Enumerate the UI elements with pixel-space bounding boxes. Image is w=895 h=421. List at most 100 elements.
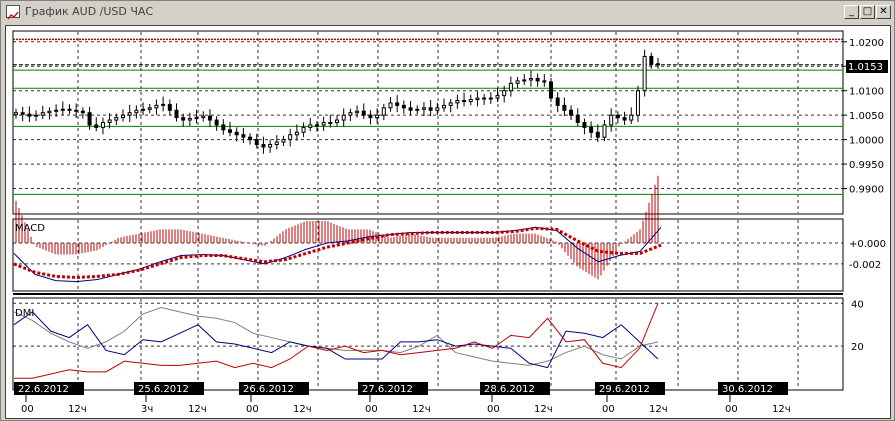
chart-app-icon: [6, 5, 20, 20]
candle: [281, 135, 286, 146]
chart-area[interactable]: 1.02001.01501.01001.00501.00000.99500.99…: [5, 25, 891, 419]
candle-body: [288, 134, 293, 141]
candle: [294, 124, 299, 141]
candle: [375, 108, 380, 124]
dmi-label: DMI: [15, 308, 34, 319]
time-axis: 22.6.2012 00 12ч 25.6.2012 3ч 12ч 26.6.2012 00 1…: [14, 382, 791, 415]
candle: [615, 111, 620, 124]
candle-body: [468, 99, 473, 102]
date-tick: 22.6.2012 00 12ч: [14, 382, 87, 415]
macd-histogram: [15, 175, 659, 280]
candle: [361, 103, 366, 120]
candle: [495, 87, 500, 102]
candle-body: [522, 79, 527, 82]
candle: [355, 105, 360, 118]
candle-body: [261, 144, 266, 148]
candle: [154, 99, 159, 115]
hour-label: 12ч: [534, 404, 553, 415]
price-tick-label: 1.0100: [849, 87, 884, 98]
candle: [368, 110, 373, 125]
date-label: 25.6.2012: [138, 384, 189, 395]
candle: [569, 105, 574, 121]
close-button[interactable]: ✕: [876, 5, 891, 19]
candle-body: [575, 114, 580, 124]
candle: [421, 101, 426, 117]
candle: [187, 112, 192, 126]
price-candles: [14, 49, 660, 154]
candle-body: [181, 117, 186, 121]
candle-body: [214, 119, 219, 126]
candle: [60, 101, 65, 116]
candle: [321, 116, 326, 131]
date-label-box: [595, 382, 665, 395]
candle-body: [455, 99, 460, 104]
title-bar[interactable]: График AUD /USD ЧАС _ □ ✕: [2, 2, 893, 22]
macd-panel[interactable]: +0.000 -0.002 MACD: [12, 175, 886, 295]
candle-body: [629, 114, 634, 121]
candle: [181, 113, 186, 127]
candle: [100, 117, 105, 135]
candle-body: [642, 55, 647, 92]
candle-body: [234, 131, 239, 136]
date-label: 27.6.2012: [362, 384, 413, 395]
candle: [575, 108, 580, 127]
date-label-box: [239, 382, 309, 395]
candle: [20, 106, 25, 122]
candle: [395, 95, 400, 113]
dmi-panel[interactable]: 40 20 DMI: [12, 297, 864, 391]
hour-label: 00: [725, 404, 738, 415]
price-grid: [13, 32, 843, 213]
dmi-lines: [13, 303, 659, 379]
candle: [121, 109, 125, 122]
minimize-button[interactable]: _: [844, 5, 859, 19]
dmi-tick-label: 40: [851, 299, 864, 310]
candle-body: [294, 131, 299, 136]
date-label-box: [14, 382, 84, 395]
candle: [234, 127, 239, 142]
price-panel[interactable]: 1.02001.01501.01001.00501.00000.99500.99…: [12, 30, 888, 215]
date-label: 26.6.2012: [243, 384, 294, 395]
hour-label: 12ч: [293, 404, 312, 415]
candle: [381, 103, 386, 121]
hour-label: 00: [602, 404, 615, 415]
current-price-label: 1.0153: [848, 62, 883, 73]
candle: [475, 91, 480, 107]
candle-body: [395, 102, 400, 106]
hour-label: 00: [365, 404, 378, 415]
date-label: 30.6.2012: [722, 384, 773, 395]
candle-body: [448, 102, 453, 106]
candle: [47, 107, 52, 120]
candle-body: [314, 124, 319, 127]
candle-body: [421, 107, 426, 110]
candle: [248, 133, 253, 145]
candle: [14, 108, 18, 119]
maximize-button[interactable]: □: [860, 5, 875, 19]
candle: [127, 104, 132, 123]
candle-body: [555, 97, 560, 106]
candle-body: [67, 108, 72, 111]
candle: [482, 94, 487, 105]
date-label-box: [718, 382, 788, 395]
adx-line: [13, 307, 659, 366]
candle: [308, 118, 313, 132]
date-label-box: [480, 382, 550, 395]
date-tick: 26.6.2012 00 12ч: [239, 382, 312, 415]
candle: [40, 105, 45, 120]
candle: [80, 107, 85, 119]
candle-body: [74, 109, 79, 112]
candle: [642, 49, 647, 97]
candle-body: [335, 119, 339, 124]
candle: [401, 100, 406, 114]
price-tick-label: 1.0050: [849, 111, 884, 122]
candle-body: [368, 114, 373, 119]
candle: [522, 74, 527, 85]
macd-tick-label: -0.002: [849, 260, 881, 271]
macd-tick-label: +0.000: [849, 239, 886, 250]
candle-body: [562, 104, 567, 111]
candle-body: [248, 136, 253, 141]
candle-body: [321, 122, 326, 126]
candle-body: [167, 103, 172, 111]
candle: [462, 92, 467, 107]
candle: [107, 113, 112, 129]
